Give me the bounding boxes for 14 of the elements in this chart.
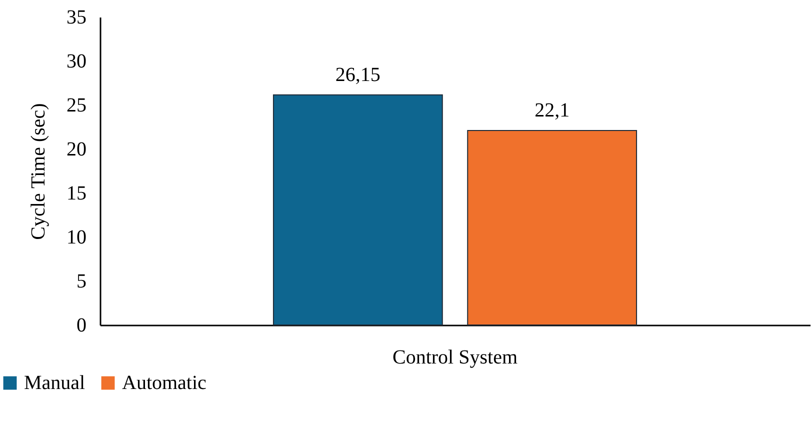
y-tick-label: 20 <box>66 138 86 160</box>
y-tick-label: 30 <box>66 50 86 72</box>
y-tick-label: 25 <box>66 94 86 116</box>
data-label: 22,1 <box>534 100 570 122</box>
legend-label: Automatic <box>122 372 207 394</box>
legend-label: Manual <box>24 372 86 394</box>
y-tick-label: 10 <box>66 226 86 248</box>
y-axis-title: Cycle Time (sec) <box>28 103 50 240</box>
x-tick-label: Control System <box>392 346 518 368</box>
y-tick-label: 15 <box>66 182 86 204</box>
y-tick-label: 5 <box>76 270 86 292</box>
data-label: 26,15 <box>335 64 380 86</box>
y-tick-label: 35 <box>66 6 86 28</box>
y-tick-label: 0 <box>76 314 86 336</box>
